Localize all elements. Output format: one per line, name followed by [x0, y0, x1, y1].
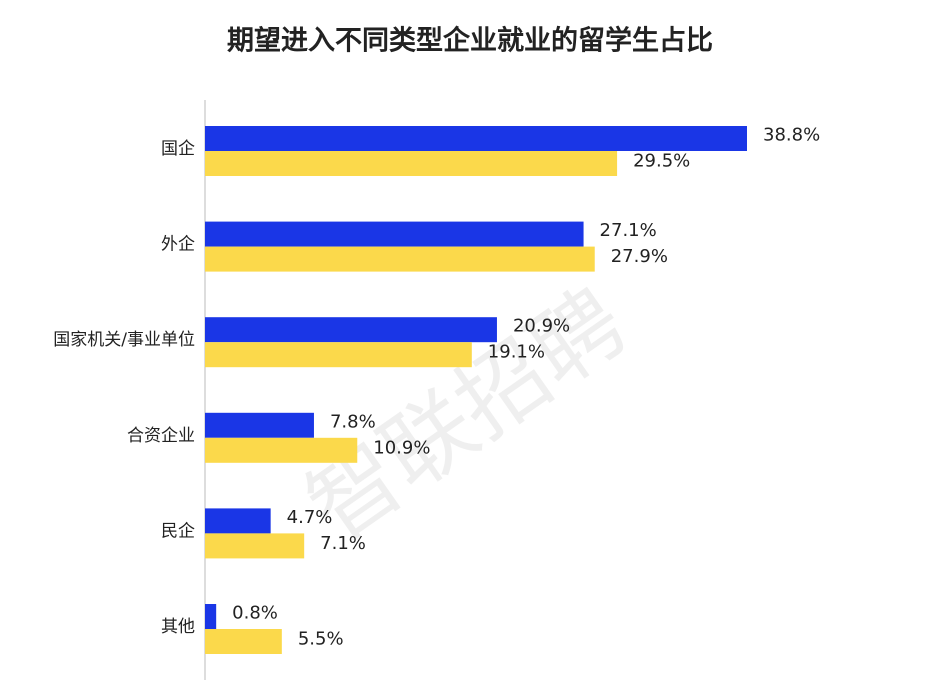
value-label: 7.8%	[330, 411, 376, 432]
bar	[205, 629, 282, 654]
bar	[205, 317, 497, 343]
chart-title: 期望进入不同类型企业就业的留学生占比	[227, 25, 713, 57]
y-tick-label: 其他	[161, 617, 195, 637]
value-label: 4.7%	[287, 507, 333, 528]
value-label: 5.5%	[298, 629, 344, 650]
bar	[205, 221, 584, 247]
bar	[205, 151, 618, 176]
value-label: 10.9%	[373, 437, 430, 458]
value-label: 20.9%	[513, 316, 570, 337]
bar	[205, 126, 747, 151]
bar	[205, 342, 472, 368]
bar	[205, 533, 305, 559]
value-label: 29.5%	[633, 151, 690, 172]
bar	[205, 604, 217, 629]
bar	[205, 246, 595, 272]
value-label: 27.1%	[600, 220, 657, 241]
y-tick-label: 民企	[161, 521, 195, 541]
y-tick-label: 合资企业	[127, 426, 195, 446]
value-label: 27.9%	[611, 246, 668, 267]
bar	[205, 412, 314, 438]
value-label: 0.8%	[232, 603, 278, 624]
bar	[205, 437, 358, 463]
value-label: 38.8%	[763, 125, 820, 146]
value-label: 7.1%	[320, 533, 366, 554]
value-label: 19.1%	[488, 342, 545, 363]
bar	[205, 508, 271, 534]
y-tick-label: 国企	[161, 139, 195, 159]
y-tick-label: 国家机关/事业单位	[53, 330, 195, 350]
y-tick-label: 外企	[161, 235, 195, 255]
